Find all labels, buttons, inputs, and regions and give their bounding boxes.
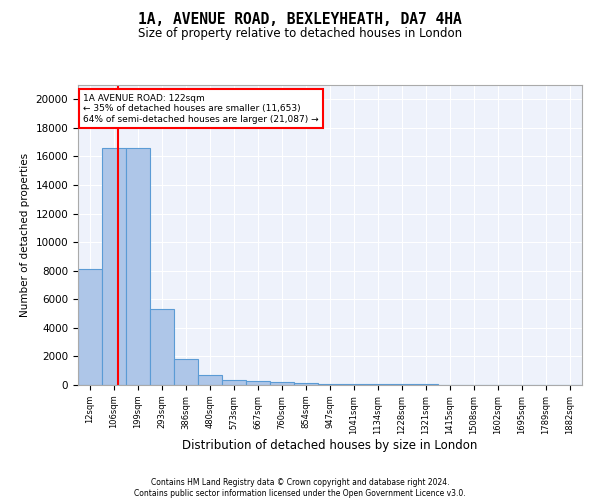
Bar [270, 382, 294, 385]
Bar [78, 270, 102, 385]
Text: 1A, AVENUE ROAD, BEXLEYHEATH, DA7 4HA: 1A, AVENUE ROAD, BEXLEYHEATH, DA7 4HA [138, 12, 462, 28]
Bar [390, 384, 414, 385]
Bar [414, 384, 438, 385]
Bar [294, 383, 318, 385]
Text: Size of property relative to detached houses in London: Size of property relative to detached ho… [138, 28, 462, 40]
Bar [150, 310, 174, 385]
Bar [318, 384, 342, 385]
Bar [246, 382, 270, 385]
Bar [366, 384, 390, 385]
Y-axis label: Number of detached properties: Number of detached properties [20, 153, 30, 317]
X-axis label: Distribution of detached houses by size in London: Distribution of detached houses by size … [182, 440, 478, 452]
Bar [126, 148, 150, 385]
Bar [222, 380, 246, 385]
Text: Contains HM Land Registry data © Crown copyright and database right 2024.
Contai: Contains HM Land Registry data © Crown c… [134, 478, 466, 498]
Bar [342, 384, 366, 385]
Bar [198, 375, 222, 385]
Text: 1A AVENUE ROAD: 122sqm
← 35% of detached houses are smaller (11,653)
64% of semi: 1A AVENUE ROAD: 122sqm ← 35% of detached… [83, 94, 319, 124]
Bar [102, 148, 126, 385]
Bar [174, 360, 198, 385]
